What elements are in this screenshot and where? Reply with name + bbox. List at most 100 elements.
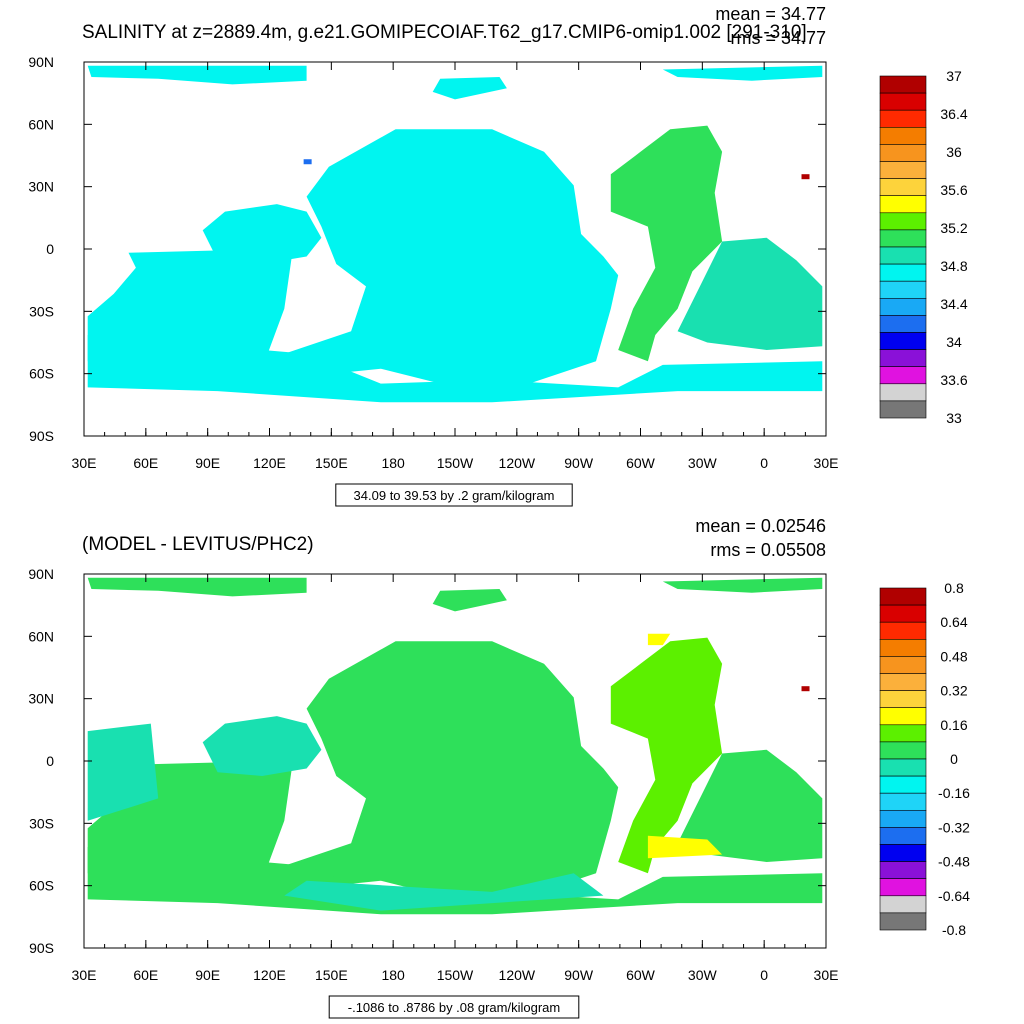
rms-label: rms = 0.05508 (710, 540, 826, 560)
x-tick-label: 90E (195, 967, 220, 983)
x-tick-label: 120E (253, 455, 286, 471)
y-tick-label: 90S (29, 940, 54, 956)
colorbar-box (879, 75, 927, 94)
range-box (328, 995, 580, 1019)
colorbar-label: -0.64 (938, 888, 970, 904)
south-atlantic-yellow-band (647, 835, 723, 859)
colorbar-box (879, 638, 927, 657)
colorbar-label: 34.4 (940, 296, 967, 312)
colorbar-box (879, 383, 927, 402)
y-tick-label: 60S (29, 366, 54, 382)
colorbar-box (879, 844, 927, 862)
colorbar-label: 0 (950, 751, 958, 767)
colorbar-label: 37 (946, 68, 962, 84)
colorbar-label: -0.48 (938, 854, 970, 870)
x-tick-label: 0 (760, 967, 768, 983)
x-tick-label: 150E (315, 455, 348, 471)
ocean-region-pacific (284, 641, 619, 896)
colorbar-label: 0.16 (940, 717, 967, 733)
colorbar-label: 34.8 (940, 258, 967, 274)
x-tick-label: 180 (381, 455, 405, 471)
x-tick-label: 150E (315, 967, 348, 983)
y-tick-label: 30N (28, 691, 54, 707)
ocean-region-indonesia (202, 716, 322, 776)
mediterranean-patch (801, 686, 810, 692)
colorbar-box (879, 741, 927, 760)
colorbar-label: 33.6 (940, 372, 967, 388)
colorbar-box (879, 621, 927, 640)
colorbar-box (879, 690, 927, 708)
colorbar-box (879, 161, 927, 179)
colorbar-box (879, 809, 927, 828)
colorbar-box (879, 775, 927, 794)
colorbar-box (879, 280, 927, 299)
ocean-region-arctic (87, 577, 307, 597)
range-label: 34.09 to 39.53 by .2 gram/kilogram (354, 488, 555, 503)
y-tick-label: 60N (28, 628, 54, 644)
colorbar-box (879, 297, 927, 316)
ocean-region-atlantic (610, 637, 723, 874)
colorbar-label: 35.2 (940, 220, 967, 236)
y-tick-label: 60S (29, 878, 54, 894)
x-tick-label: 30E (72, 967, 97, 983)
colorbar-box (879, 195, 927, 214)
ocean-region-arctic3 (662, 65, 823, 81)
rms-label: rms = 34.77 (730, 28, 826, 48)
salinity-panel: SALINITY at z=2889.4m, g.e21.GOMIPECOIAF… (28, 4, 968, 507)
x-tick-label: 60E (133, 455, 158, 471)
colorbar-box (879, 878, 927, 897)
colorbar-box (879, 229, 927, 248)
y-tick-label: 30S (29, 815, 54, 831)
ocean-region-atlantic (610, 125, 723, 362)
colorbar-box (879, 349, 927, 368)
mean-label: mean = 0.02546 (695, 516, 826, 536)
chart-title: (MODEL - LEVITUS/PHC2) (82, 534, 314, 555)
colorbar-box (879, 758, 927, 777)
y-tick-label: 0 (46, 753, 54, 769)
map-field (87, 577, 823, 915)
colorbar-box (879, 895, 927, 914)
range-box (335, 483, 573, 507)
x-tick-label: 30E (814, 967, 839, 983)
x-tick-label: 0 (760, 455, 768, 471)
x-tick-label: 60W (626, 455, 656, 471)
colorbar-box (879, 827, 927, 845)
ocean-region-indonesia (202, 204, 322, 264)
mean-label: mean = 34.77 (715, 4, 826, 24)
y-tick-label: 30N (28, 179, 54, 195)
ocean-region-arctic2 (432, 589, 507, 612)
x-tick-label: 30E (814, 455, 839, 471)
colorbar-label: -0.16 (938, 785, 970, 801)
colorbar-label: 35.6 (940, 182, 967, 198)
colorbar-box (879, 144, 927, 162)
colorbar-box (879, 792, 927, 811)
mediterranean-patch (801, 174, 810, 180)
colorbar-label: -0.32 (938, 819, 970, 835)
colorbar-label: 0.32 (940, 683, 967, 699)
ocean-region-arctic3 (662, 577, 823, 593)
y-tick-label: 60N (28, 116, 54, 132)
x-tick-label: 60E (133, 967, 158, 983)
ocean-region-pacific (284, 129, 619, 384)
colorbar-box (879, 366, 927, 385)
x-tick-label: 150W (437, 967, 474, 983)
colorbar-box (879, 587, 927, 606)
ocean-region-arctic (87, 65, 307, 85)
colorbar-box (879, 912, 927, 931)
colorbar-label: 36.4 (940, 106, 967, 122)
x-tick-label: 60W (626, 967, 656, 983)
colorbar-box (879, 673, 927, 691)
colorbar-box (879, 656, 927, 674)
chart-title: SALINITY at z=2889.4m, g.e21.GOMIPECOIAF… (82, 22, 807, 43)
colorbar-box (879, 246, 927, 265)
colorbar-box (879, 92, 927, 111)
colorbar-box (879, 109, 927, 128)
ocean-region-southern (87, 847, 823, 915)
colorbar-box (879, 263, 927, 282)
ocean-patch-low (303, 159, 312, 165)
y-tick-label: 90N (28, 54, 54, 70)
x-tick-label: 30W (688, 967, 718, 983)
ocean-region-southern-cyan (284, 873, 604, 911)
colorbar-label: 36 (946, 144, 962, 160)
